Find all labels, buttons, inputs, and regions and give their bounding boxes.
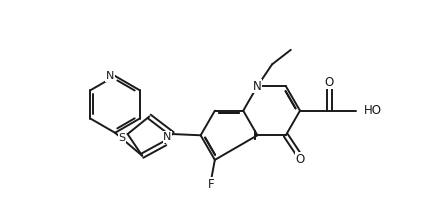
Text: N: N bbox=[163, 132, 171, 142]
Text: S: S bbox=[118, 133, 126, 143]
Text: O: O bbox=[296, 153, 305, 166]
Text: N: N bbox=[106, 71, 114, 81]
Text: F: F bbox=[208, 178, 215, 191]
Text: N: N bbox=[253, 80, 262, 93]
Text: HO: HO bbox=[364, 104, 382, 117]
Text: O: O bbox=[324, 76, 334, 89]
